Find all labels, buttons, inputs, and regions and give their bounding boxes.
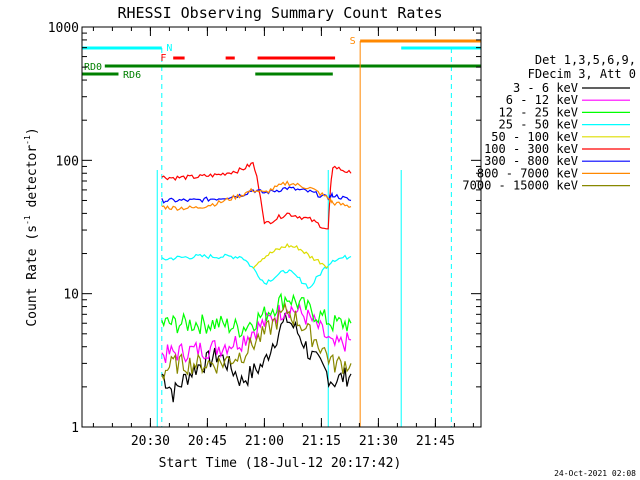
legend-label-1: 6 - 12 keV: [506, 93, 578, 107]
chart-title: RHESSI Observing Summary Count Rates: [117, 4, 442, 22]
legend: Det 1,3,5,6,9, FDecim 3, Att 0 3 - 6 keV…: [462, 53, 636, 193]
series-line-5: [161, 161, 352, 230]
y-tick-label: 1000: [48, 21, 79, 36]
y-axis-label: Count Rate (s-1 detector-1): [23, 127, 40, 326]
x-tick-label: 20:45: [188, 434, 227, 449]
x-axis-ticks: 20:30 20:45 21:00 21:15 21:30 21:45: [92, 27, 474, 449]
status-flags: NF RD0 RD6 S: [82, 36, 481, 427]
plot-frame: [81, 26, 482, 428]
legend-label-4: 50 - 100 keV: [491, 130, 578, 144]
legend-label-5: 100 - 300 keV: [484, 142, 578, 156]
legend-label-3: 25 - 50 keV: [499, 118, 578, 132]
legend-header-decimation: FDecim 3, Att 0: [528, 67, 636, 81]
series-line-7: [161, 180, 352, 211]
x-tick-label: 21:30: [359, 434, 398, 449]
series-line-2: [161, 292, 352, 338]
x-tick-label: 20:30: [131, 434, 170, 449]
legend-label-2: 12 - 25 keV: [499, 105, 578, 119]
x-tick-label: 21:00: [245, 434, 284, 449]
flag-label-s: S: [350, 36, 356, 47]
series-line-3: [161, 253, 352, 290]
legend-label-8: 7000 - 15000 keV: [462, 179, 578, 193]
x-tick-label: 21:45: [416, 434, 455, 449]
x-axis-label: Start Time (18-Jul-12 20:17:42): [159, 456, 402, 471]
series-line-8: [161, 302, 352, 381]
data-series: [161, 161, 352, 403]
series-line-4: [252, 242, 329, 269]
y-tick-label: 100: [56, 154, 79, 169]
series-line-6: [161, 186, 352, 204]
date-stamp: 24-Oct-2021 02:08: [554, 469, 636, 478]
y-axis-ticks: 1 10 100 1000: [48, 21, 481, 436]
legend-label-0: 3 - 6 keV: [513, 81, 578, 95]
flag-label-f: F: [160, 53, 166, 64]
flag-label-rd6: RD6: [123, 70, 141, 81]
flag-label-rd0: RD0: [84, 62, 102, 73]
x-tick-label: 21:15: [302, 434, 341, 449]
legend-header-detectors: Det 1,3,5,6,9,: [535, 53, 636, 67]
legend-label-7: 800 - 7000 keV: [477, 166, 578, 180]
legend-label-6: 300 - 800 keV: [484, 154, 578, 168]
y-tick-label: 1: [71, 421, 79, 436]
y-tick-label: 10: [63, 288, 79, 303]
flag-label-n: N: [166, 43, 172, 54]
